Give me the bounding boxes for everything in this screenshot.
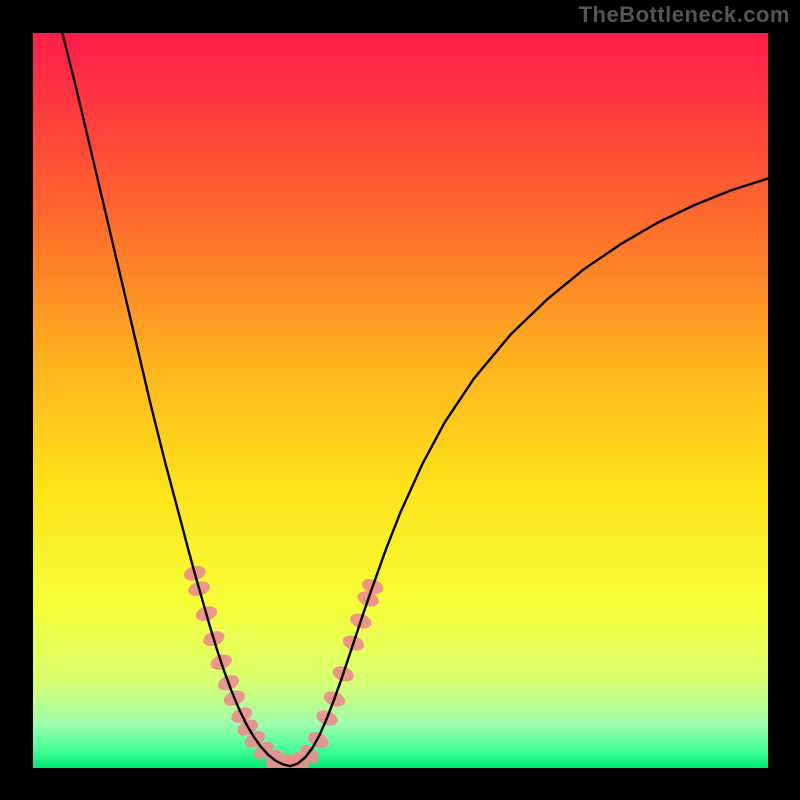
watermark-text: TheBottleneck.com xyxy=(579,2,790,28)
chart-stage: TheBottleneck.com xyxy=(0,0,800,800)
bottleneck-curve xyxy=(33,33,768,768)
plot-area xyxy=(33,33,768,768)
